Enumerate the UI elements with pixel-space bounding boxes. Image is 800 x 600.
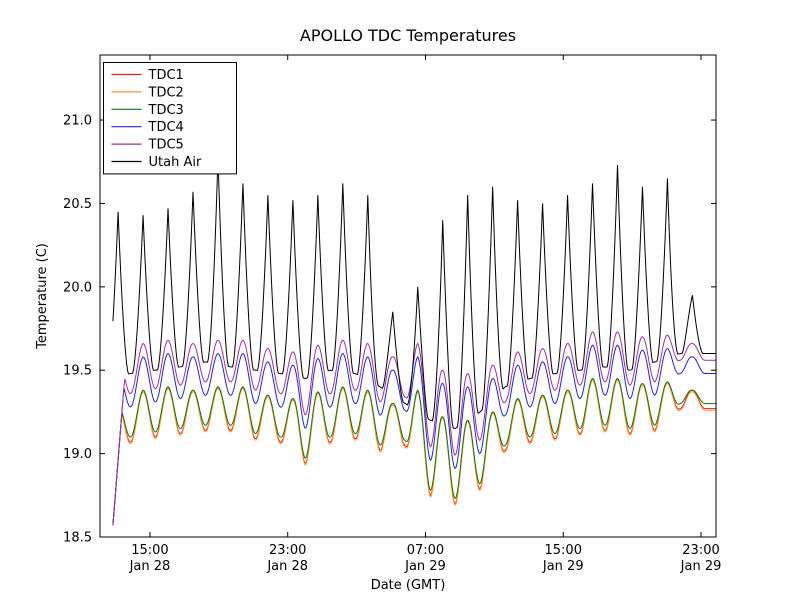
chart-title: APOLLO TDC Temperatures	[300, 26, 516, 45]
x-tick-date-0: Jan 28	[129, 559, 171, 574]
series-line-tdc3	[112, 377, 716, 526]
x-tick-time-4: 23:00	[682, 543, 719, 558]
legend-label-tdc5: TDC5	[148, 138, 184, 153]
x-tick-date-3: Jan 29	[542, 559, 584, 574]
x-tick-date-4: Jan 29	[680, 559, 722, 574]
y-tick-label-2: 19.5	[63, 364, 92, 379]
series-line-tdc5	[112, 331, 716, 526]
series-line-tdc4	[112, 344, 716, 526]
y-tick-label-1: 19.0	[63, 447, 92, 462]
legend-label-tdc1: TDC1	[148, 68, 184, 83]
y-tick-label-4: 20.5	[63, 197, 92, 212]
y-tick-label-5: 21.0	[63, 114, 92, 129]
legend: TDC1 TDC2 TDC3 TDC4 TDC5 Utah Air	[103, 62, 237, 175]
x-tick-date-2: Jan 29	[404, 559, 446, 574]
x-tick-time-1: 23:00	[269, 543, 306, 558]
y-axis-label: Temperature (C)	[35, 243, 50, 350]
series-group	[112, 156, 716, 526]
y-tick-label-3: 20.0	[63, 280, 92, 295]
x-tick-time-2: 07:00	[407, 543, 444, 558]
legend-label-tdc3: TDC3	[148, 103, 184, 118]
legend-box	[103, 62, 237, 175]
x-tick-time-0: 15:00	[131, 543, 168, 558]
legend-label-tdc4: TDC4	[148, 120, 184, 135]
x-axis-label: Date (GMT)	[371, 578, 446, 593]
legend-label-tdc2: TDC2	[148, 85, 184, 100]
series-line-utah-air	[112, 156, 716, 429]
legend-label-utah-air: Utah Air	[149, 155, 202, 170]
axes-frame	[99, 54, 717, 538]
x-tick-time-3: 15:00	[545, 543, 582, 558]
y-tick-label-0: 18.5	[63, 531, 92, 546]
x-tick-date-1: Jan 28	[266, 559, 308, 574]
